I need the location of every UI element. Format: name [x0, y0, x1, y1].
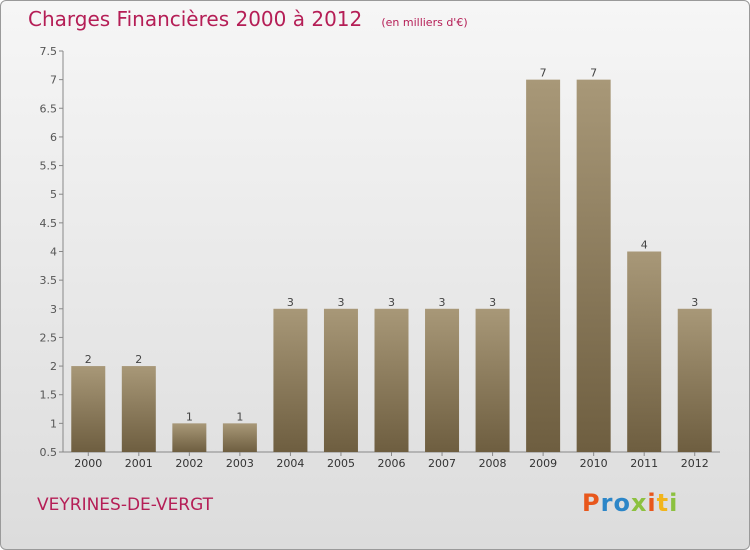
x-tick-label: 2007 — [428, 457, 456, 470]
x-tick-label: 2004 — [276, 457, 304, 470]
chart-subtitle: (en milliers d'€) — [381, 16, 468, 29]
data-label: 3 — [489, 296, 496, 309]
x-tick-label: 2000 — [74, 457, 102, 470]
y-tick-label: 0.5 — [40, 446, 58, 459]
data-label: 3 — [287, 296, 294, 309]
y-tick-label: 7 — [50, 74, 57, 87]
y-tick-label: 5 — [50, 188, 57, 201]
y-tick-label: 6.5 — [40, 102, 58, 115]
x-tick-label: 2009 — [529, 457, 557, 470]
bar — [172, 423, 207, 452]
y-tick-label: 1.5 — [40, 389, 58, 402]
data-label: 1 — [186, 410, 193, 423]
bar — [526, 79, 561, 453]
data-label: 4 — [641, 239, 648, 252]
chart-title: Charges Financières 2000 à 2012 — [28, 7, 363, 31]
y-tick-label: 1 — [50, 417, 57, 430]
labels: 2000 2 2001 2 2002 1 2003 1 2004 3 2005 3 2006 3 2007 3… — [74, 67, 708, 470]
x-tick-label: 2001 — [125, 457, 153, 470]
bars — [71, 79, 712, 453]
logo-letter: P — [582, 489, 601, 517]
data-label: 3 — [691, 296, 698, 309]
data-label: 3 — [337, 296, 344, 309]
proxiti-logo: Proxiti — [582, 489, 678, 517]
x-tick-label: 2002 — [175, 457, 203, 470]
bar — [374, 308, 409, 452]
x-tick-label: 2006 — [378, 457, 406, 470]
bar — [475, 308, 510, 452]
x-tick-label: 2008 — [479, 457, 507, 470]
y-tick-label: 7.5 — [40, 45, 58, 58]
data-label: 1 — [236, 410, 243, 423]
data-label: 3 — [388, 296, 395, 309]
bar — [323, 308, 358, 452]
x-tick-label: 2011 — [630, 457, 658, 470]
bar — [627, 251, 662, 452]
logo-letter: o — [613, 489, 631, 517]
x-tick-label: 2010 — [580, 457, 608, 470]
data-label: 3 — [439, 296, 446, 309]
logo-letter: r — [600, 489, 614, 517]
bar — [273, 308, 308, 452]
place-name: VEYRINES-DE-VERGT — [37, 495, 214, 515]
y-tick-label: 2 — [50, 360, 57, 373]
logo-letter: i — [647, 489, 657, 517]
bar — [121, 366, 156, 452]
y-tick-label: 5.5 — [40, 160, 58, 173]
logo-letter: x — [630, 489, 648, 517]
x-tick-label: 2005 — [327, 457, 355, 470]
y-tick-label: 3 — [50, 303, 57, 316]
bar — [222, 423, 257, 452]
logo-letter: t — [656, 489, 670, 517]
y-tick-label: 3.5 — [40, 274, 58, 287]
y-tick-label: 4 — [50, 246, 57, 259]
data-label: 2 — [85, 353, 92, 366]
bar — [677, 308, 712, 452]
data-label: 2 — [135, 353, 142, 366]
x-tick-label: 2003 — [226, 457, 254, 470]
bar — [425, 308, 460, 452]
y-tick-label: 2.5 — [40, 331, 58, 344]
bar — [576, 79, 611, 453]
x-tick-label: 2012 — [681, 457, 709, 470]
bar — [71, 366, 106, 452]
y-tick-label: 6 — [50, 131, 57, 144]
y-tick-label: 4.5 — [40, 217, 58, 230]
data-label: 7 — [540, 67, 547, 80]
logo-letter: i — [669, 489, 679, 517]
data-label: 7 — [590, 67, 597, 80]
title-row: Charges Financières 2000 à 2012 (en mill… — [28, 7, 468, 31]
